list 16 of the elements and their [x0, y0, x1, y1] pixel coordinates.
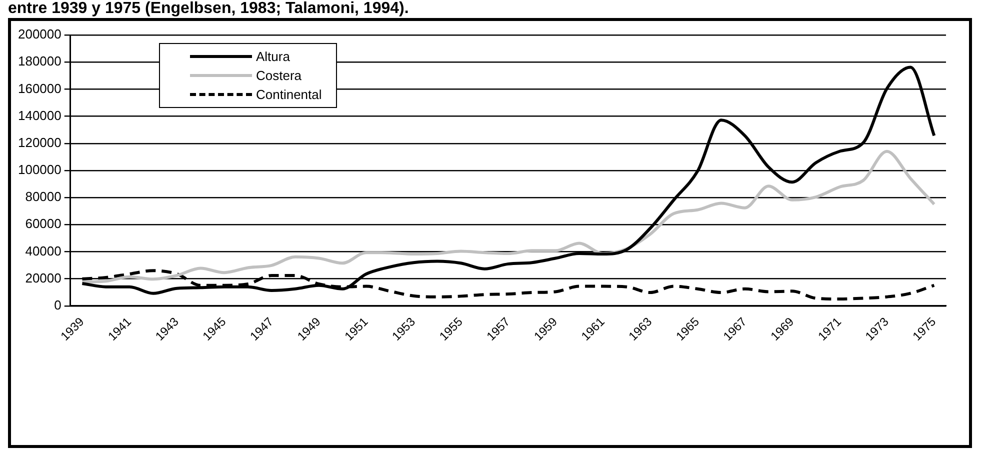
y-tick-label: 120000: [18, 134, 62, 150]
chart-title: entre 1939 y 1975 (Engelbsen, 1983; Talamoni, 1994).: [8, 0, 410, 18]
y-tick-label: 180000: [18, 54, 62, 69]
legend-label: Continental: [256, 87, 322, 102]
y-tick-label: 160000: [18, 80, 62, 96]
y-tick-label: 40000: [25, 243, 62, 258]
y-tick-label: 80000: [25, 189, 62, 204]
legend-label: Costera: [256, 68, 302, 83]
y-tick-label: 0: [54, 298, 62, 313]
y-tick-label: 20000: [25, 270, 62, 286]
line-series: [80, 150, 936, 284]
y-tick-label: 140000: [18, 108, 62, 123]
y-tick-label: 100000: [18, 162, 62, 178]
y-tick-label: 200000: [18, 26, 62, 42]
legend-label: Altura: [256, 49, 290, 64]
y-tick-label: 60000: [25, 216, 62, 232]
